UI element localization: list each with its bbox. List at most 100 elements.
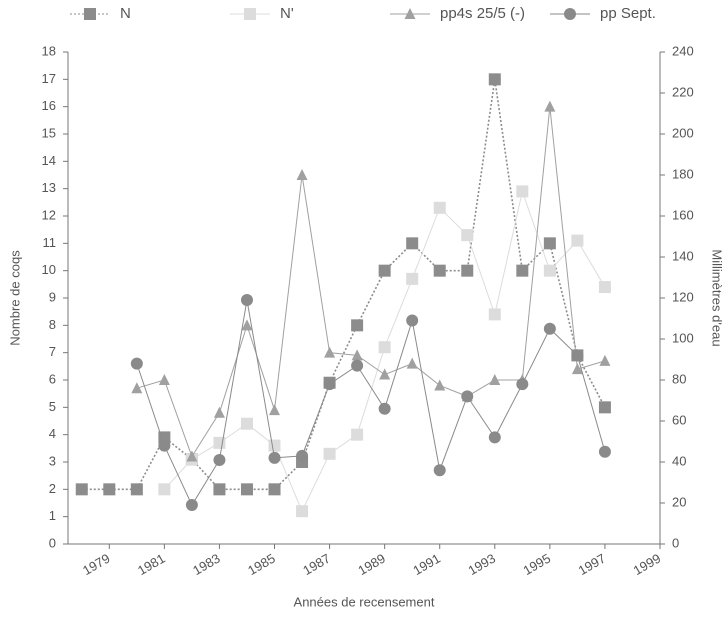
marker: [379, 368, 391, 380]
y-tick-label: 12: [42, 207, 56, 222]
y2-tick-label: 0: [672, 535, 679, 550]
marker: [268, 439, 281, 452]
marker: [268, 451, 281, 464]
y2-axis-title: Millimètres d'eau: [710, 249, 725, 346]
marker: [516, 264, 529, 277]
marker: [598, 445, 611, 458]
marker: [240, 417, 253, 430]
marker: [571, 349, 584, 362]
y-tick-label: 2: [49, 481, 56, 496]
marker: [103, 483, 116, 496]
marker: [461, 229, 474, 242]
marker: [351, 319, 364, 332]
y-axis-title: Nombre de coqs: [7, 250, 22, 346]
marker: [351, 428, 364, 441]
y-tick-label: 4: [49, 426, 56, 441]
legend-label: pp4s 25/5 (-): [440, 5, 525, 22]
y2-tick-label: 240: [672, 43, 694, 58]
y2-tick-label: 160: [672, 207, 694, 222]
y2-tick-label: 140: [672, 248, 694, 263]
marker: [461, 390, 474, 403]
marker: [323, 378, 336, 391]
y-tick-label: 5: [49, 399, 56, 414]
marker: [213, 406, 225, 418]
marker: [75, 483, 88, 496]
x-axis-title: Années de recensement: [294, 594, 435, 609]
y2-tick-label: 20: [672, 494, 686, 509]
marker: [598, 401, 611, 414]
x-tick-label: 1997: [576, 551, 609, 578]
marker: [324, 346, 336, 358]
marker: [406, 314, 419, 327]
marker: [406, 237, 419, 250]
marker: [543, 322, 556, 335]
marker: [571, 363, 583, 375]
legend-label: N: [120, 5, 131, 22]
legend-label: N': [280, 5, 294, 22]
marker: [269, 404, 281, 416]
legend-label: pp Sept.: [600, 5, 656, 22]
marker: [351, 359, 364, 372]
y-tick-label: 8: [49, 317, 56, 332]
y-tick-label: 10: [42, 262, 56, 277]
y-tick-label: 9: [49, 289, 56, 304]
y-tick-label: 0: [49, 535, 56, 550]
y2-tick-label: 40: [672, 453, 686, 468]
marker: [516, 378, 529, 391]
marker: [516, 185, 529, 198]
x-tick-label: 1995: [521, 551, 554, 578]
x-tick-label: 1985: [245, 551, 278, 578]
legend-marker: [404, 8, 416, 19]
marker: [268, 483, 281, 496]
x-tick-label: 1983: [190, 551, 223, 578]
marker: [598, 281, 611, 294]
marker: [433, 264, 446, 277]
legend-marker: [564, 8, 576, 20]
marker: [158, 431, 171, 444]
marker: [406, 357, 418, 369]
marker: [543, 264, 556, 277]
x-tick-label: 1993: [465, 551, 498, 578]
marker: [599, 354, 611, 366]
marker: [488, 308, 501, 321]
marker: [323, 447, 336, 460]
marker: [158, 483, 171, 496]
marker: [378, 341, 391, 354]
y-tick-label: 13: [42, 180, 56, 195]
y2-tick-label: 220: [672, 84, 694, 99]
x-tick-label: 1979: [80, 551, 113, 578]
marker: [240, 294, 253, 307]
marker: [158, 439, 171, 452]
y2-tick-label: 60: [672, 412, 686, 427]
marker: [488, 73, 501, 86]
marker: [544, 100, 556, 112]
marker: [296, 169, 308, 180]
marker: [351, 349, 363, 361]
marker: [461, 264, 474, 277]
marker: [158, 374, 170, 385]
marker: [489, 374, 501, 385]
marker: [434, 379, 446, 391]
x-tick-label: 1999: [631, 551, 664, 578]
x-tick-label: 1987: [300, 551, 333, 578]
marker: [296, 505, 309, 518]
x-tick-label: 1981: [135, 551, 168, 578]
marker: [130, 483, 143, 496]
y-tick-label: 3: [49, 453, 56, 468]
y-tick-label: 6: [49, 371, 56, 386]
y-tick-label: 14: [42, 153, 56, 168]
y2-tick-label: 100: [672, 330, 694, 345]
marker: [488, 431, 501, 444]
marker: [213, 436, 226, 449]
y-tick-label: 7: [49, 344, 56, 359]
marker: [378, 264, 391, 277]
y-tick-label: 1: [49, 508, 56, 523]
x-tick-label: 1991: [410, 551, 443, 578]
y-tick-label: 16: [42, 98, 56, 113]
series-line: [136, 106, 606, 458]
legend-marker: [84, 8, 96, 20]
marker: [241, 319, 253, 331]
marker: [433, 464, 446, 477]
marker: [185, 499, 198, 512]
